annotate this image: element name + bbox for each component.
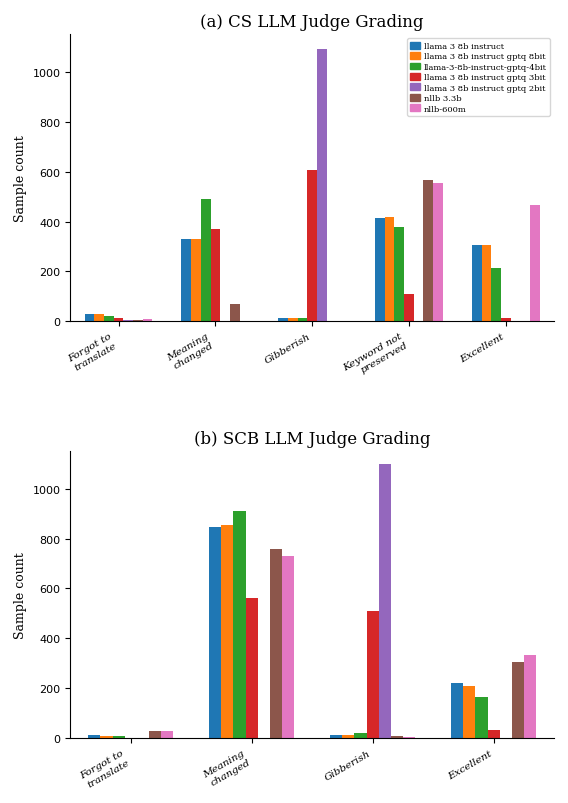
Bar [123,320,133,322]
Bar [385,218,394,322]
Bar [230,304,240,322]
Bar [343,735,354,739]
Bar [278,318,288,322]
Bar [233,512,245,739]
Y-axis label: Sample count: Sample count [14,552,27,638]
Bar [209,528,222,739]
Bar [375,218,385,322]
Bar [288,318,298,322]
Bar [270,549,282,739]
Title: (b) SCB LLM Judge Grading: (b) SCB LLM Judge Grading [194,430,431,447]
Bar [354,733,366,739]
Bar [181,240,191,322]
Bar [487,730,500,739]
Y-axis label: Sample count: Sample count [14,135,27,222]
Bar [403,737,415,739]
Bar [201,200,211,322]
Bar [133,320,143,322]
Bar [85,315,94,322]
Bar [211,230,220,322]
Bar [394,227,404,322]
Bar [143,320,152,322]
Bar [282,556,294,739]
Bar [101,736,112,739]
Bar [366,611,379,739]
Bar [491,268,501,322]
Bar [112,736,124,739]
Title: (a) CS LLM Judge Grading: (a) CS LLM Judge Grading [201,14,424,31]
Bar [149,731,161,739]
Bar [317,50,327,322]
Bar [404,295,414,322]
Bar [512,662,524,739]
Bar [222,525,233,739]
Legend: llama 3 8b instruct, llama 3 8b instruct gptq 8bit, llama-3-8b-instruct-gptq-4bi: llama 3 8b instruct, llama 3 8b instruct… [407,39,550,116]
Bar [433,184,443,322]
Bar [88,735,101,739]
Bar [245,599,258,739]
Bar [161,732,173,739]
Bar [475,697,487,739]
Bar [307,171,317,322]
Bar [472,246,482,322]
Bar [330,735,343,739]
Bar [114,318,123,322]
Bar [451,683,463,739]
Bar [501,319,511,322]
Bar [424,181,433,322]
Bar [482,245,491,322]
Bar [391,736,403,739]
Bar [104,317,114,322]
Bar [94,315,104,322]
Bar [524,655,536,739]
Bar [191,240,201,322]
Bar [463,686,475,739]
Bar [298,318,307,322]
Bar [379,464,391,739]
Bar [530,206,540,322]
